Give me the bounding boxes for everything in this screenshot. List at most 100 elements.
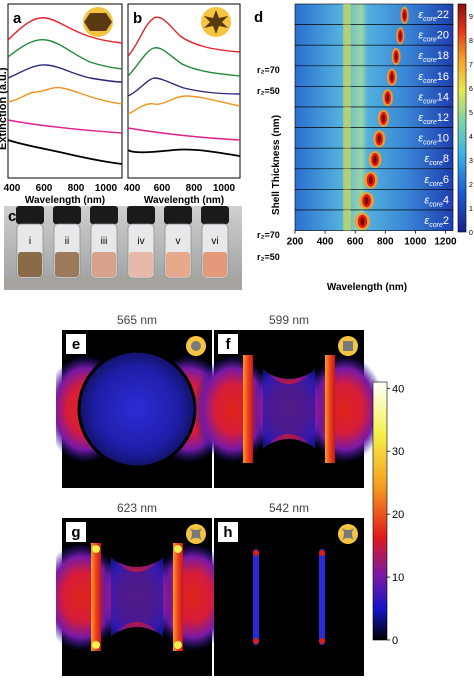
- field-map-panel: 623 nm g: [56, 501, 233, 676]
- epsilon-core-label: εcore14: [418, 91, 449, 105]
- field-colorbar-tick: 30: [392, 446, 404, 458]
- field-map-letter: e: [72, 336, 80, 353]
- heatmap-strip: εcore8: [294, 147, 454, 170]
- panel-a-xtick: 600: [36, 183, 53, 194]
- panel-d-colorbar-tick: 8: [469, 38, 473, 45]
- heatmap-strip: εcore2: [294, 209, 454, 231]
- epsilon-core-value: 16: [437, 71, 449, 83]
- heatmap-strip: εcore20: [294, 24, 454, 46]
- epsilon-core-label: εcore18: [418, 50, 449, 64]
- r2-label: r₂=50: [257, 252, 280, 262]
- panel-b-letter: b: [133, 10, 142, 27]
- series-orange: [127, 95, 241, 115]
- epsilon-core-value: 12: [437, 112, 449, 124]
- series-red: [7, 17, 123, 44]
- heatmap-strip: εcore18: [294, 44, 454, 67]
- vial-label: iv: [137, 236, 144, 247]
- field-map-letter: g: [71, 524, 80, 541]
- series-navy: [7, 64, 123, 83]
- panel-d-colorbar-tick: 7: [469, 62, 473, 69]
- epsilon-core-value: 20: [437, 30, 449, 42]
- epsilon-core-label: εcore10: [418, 133, 449, 147]
- epsilon-core-label: εcore2: [424, 215, 449, 229]
- r2-label: r₂=70: [257, 65, 280, 75]
- panel-d-colorbar-tick: 1: [469, 206, 473, 213]
- field-map-wavelength: 623 nm: [117, 501, 157, 515]
- panel-b-xlabel: Wavelength (nm): [144, 195, 224, 205]
- panel-d-colorbar-tick: 5: [469, 110, 473, 117]
- epsilon-core-value: 10: [437, 133, 449, 145]
- panel-c-letter: c: [8, 208, 16, 225]
- panel-b-xtick: 400: [124, 183, 141, 194]
- panel-b-xtick: 600: [154, 183, 171, 194]
- field-map-letter: f: [226, 336, 232, 353]
- field-colorbar: [372, 381, 388, 641]
- panel-d-ylabel: Shell Thickness (nm): [271, 115, 282, 215]
- epsilon-core-label: εcore20: [418, 30, 449, 44]
- panel-d-xtick: 800: [377, 237, 394, 248]
- field-colorbar-tick: 20: [392, 509, 404, 521]
- panel-d-colorbar-tick: 3: [469, 158, 473, 165]
- vial: v: [164, 206, 192, 279]
- field-map-wavelength: 542 nm: [269, 501, 309, 515]
- field-colorbar-tick: 10: [392, 572, 404, 584]
- panel-efgh-field-maps: 565 nm e 599 nm f 623 nm g 542 nm h 40 30 20 10 0: [56, 313, 404, 676]
- panel-a-xtick: 400: [4, 183, 21, 194]
- series-magenta: [7, 119, 123, 134]
- vial-label: v: [176, 236, 181, 247]
- square-core-icon: [338, 336, 358, 356]
- vial-label: vi: [211, 236, 218, 247]
- panel-b-xtick: 1000: [213, 183, 236, 194]
- epsilon-core-value: 18: [437, 50, 449, 62]
- epsilon-core-value: 6: [443, 174, 449, 186]
- vial: iv: [127, 206, 155, 279]
- vial-label: iii: [101, 236, 108, 247]
- epsilon-core-label: εcore22: [418, 9, 449, 23]
- series-green: [7, 39, 123, 70]
- panel-d-colorbar-tick: 6: [469, 86, 473, 93]
- series-orange: [7, 86, 123, 105]
- panel-a-spectra: a Extinction (a.u.) 400 600 800 1000 Wav…: [0, 3, 123, 205]
- heatmap-strip: εcore12: [294, 106, 454, 128]
- heatmap-strip: εcore22: [294, 3, 454, 25]
- vial-label: ii: [65, 236, 69, 247]
- series-green: [127, 47, 241, 77]
- field-map-letter: h: [223, 524, 232, 541]
- heatmap-strip: εcore14: [294, 86, 454, 108]
- epsilon-core-label: εcore8: [424, 153, 449, 167]
- panel-d-colorbar-tick: 0: [469, 230, 473, 237]
- vial-label: i: [29, 236, 31, 247]
- heatmap-strip: εcore6: [294, 168, 454, 190]
- panel-c-vial-photo: c i ii iii iv v vi: [4, 206, 242, 290]
- panel-b-xtick: 800: [186, 183, 203, 194]
- vial: iii: [90, 206, 118, 279]
- r2-label: r₂=70: [257, 230, 280, 240]
- panel-d-xtick: 600: [347, 237, 364, 248]
- panel-d-heatmap-stack: d εcore22εcore20εcore18εcore16εcore14εco…: [254, 3, 473, 292]
- panel-a-ylabel: Extinction (a.u.): [0, 67, 9, 150]
- r2-label: r₂=50: [257, 86, 280, 96]
- series-red: [127, 16, 241, 57]
- vial: vi: [201, 206, 229, 279]
- panel-a-xtick: 800: [68, 183, 85, 194]
- series-magenta: [127, 127, 241, 141]
- epsilon-core-label: εcore6: [424, 174, 449, 188]
- panel-d-xlabel: Wavelength (nm): [327, 282, 407, 292]
- panel-b-spectra: b 400 600 800 1000 Wavelength (nm): [124, 3, 241, 205]
- epsilon-core-label: εcore12: [418, 112, 449, 126]
- series-black: [127, 148, 241, 157]
- epsilon-core-value: 8: [443, 153, 449, 165]
- panel-a-xtick: 1000: [95, 183, 118, 194]
- panel-d-xtick: 1200: [434, 237, 457, 248]
- epsilon-core-label: εcore16: [418, 71, 449, 85]
- epsilon-core-value: 22: [437, 9, 449, 21]
- field-colorbar-tick: 0: [392, 635, 398, 647]
- field-map-wavelength: 565 nm: [117, 313, 157, 327]
- field-map-panel: 542 nm h: [214, 501, 364, 676]
- epsilon-core-value: 2: [443, 215, 449, 227]
- disk-core-icon: [186, 336, 206, 356]
- heatmap-strip: εcore4: [294, 189, 454, 211]
- heatmap-strip: εcore10: [294, 127, 454, 149]
- panel-d-xtick: 200: [287, 237, 304, 248]
- series-black: [7, 139, 123, 165]
